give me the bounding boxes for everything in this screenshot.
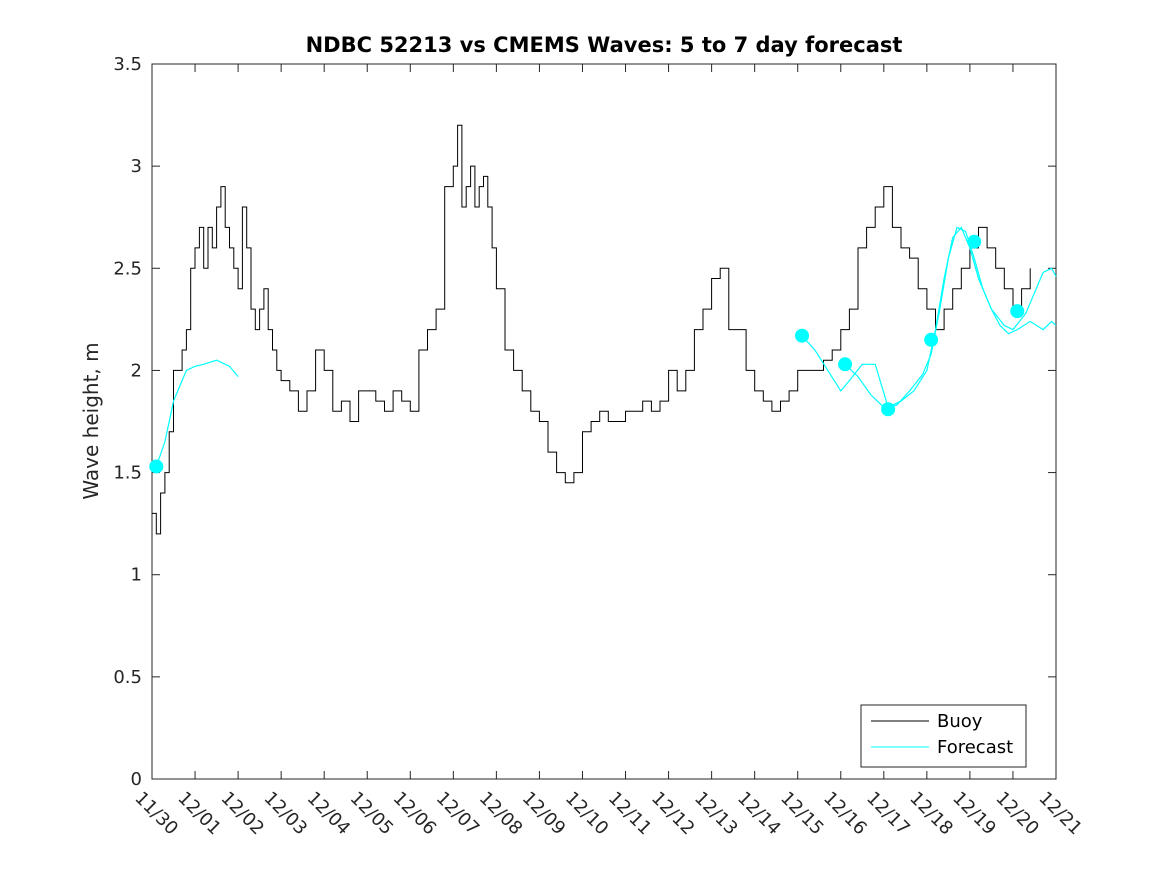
y-tick-label: 0.5 [113, 667, 142, 688]
forecast-point [924, 332, 939, 347]
forecast-point [881, 402, 896, 417]
forecast-point [1010, 304, 1025, 319]
y-axis: 0 0.5 1 1.5 2 2.5 3 3.5 [113, 54, 1056, 790]
forecast-point [967, 234, 982, 249]
y-tick-label: 1 [131, 565, 142, 586]
legend-label-forecast: Forecast [937, 737, 1013, 758]
series-forecast-line-0 [155, 359, 239, 467]
y-tick-label: 0 [131, 769, 142, 790]
forecast-point [795, 328, 810, 343]
y-axis-label: Wave height, m [79, 342, 103, 499]
legend-label-buoy: Buoy [937, 711, 983, 732]
series-buoy-line [152, 124, 1031, 535]
y-tick-label: 3.5 [113, 54, 142, 75]
y-tick-label: 1.5 [113, 463, 142, 484]
chart-title: NDBC 52213 vs CMEMS Waves: 5 to 7 day fo… [306, 33, 903, 57]
series-layer [149, 124, 1057, 535]
forecast-point [838, 357, 853, 372]
legend: Buoy Forecast [860, 704, 1027, 768]
y-tick-label: 2.5 [113, 258, 142, 279]
plot-frame [151, 63, 1057, 780]
y-tick-label: 2 [131, 360, 142, 381]
y-tick-label: 3 [131, 156, 142, 177]
legend-box [860, 704, 1027, 768]
forecast-point [149, 459, 164, 474]
series-forecast-line-1 [801, 226, 1057, 409]
plot-area [151, 63, 1057, 780]
